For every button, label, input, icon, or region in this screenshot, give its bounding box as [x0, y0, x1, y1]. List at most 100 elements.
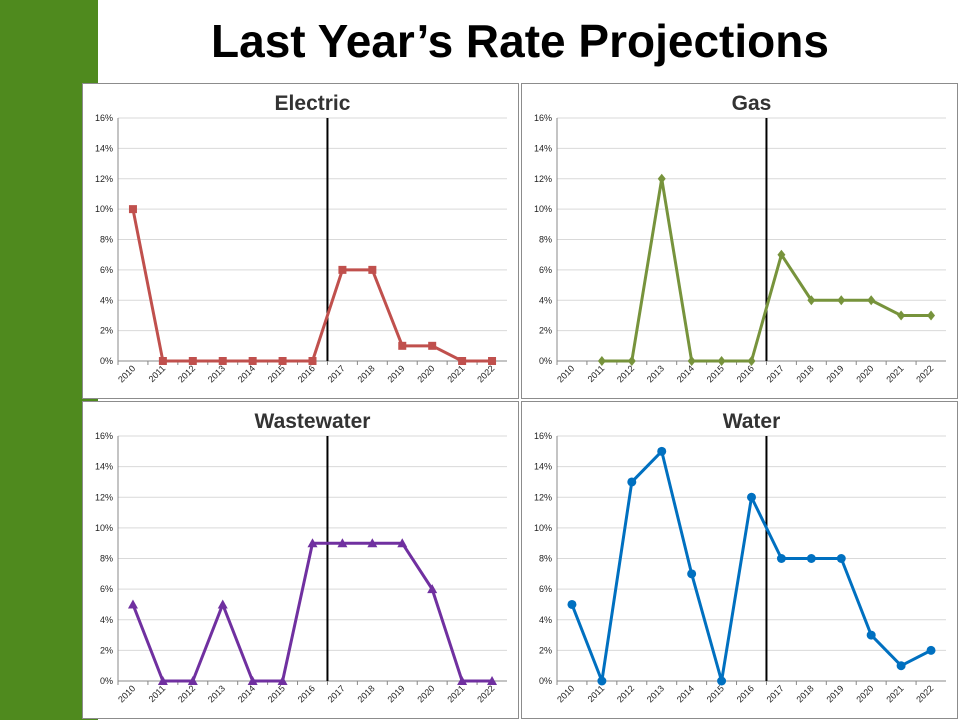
- wastewater-y-tick-label: 4%: [100, 615, 113, 625]
- gas-data-point-2012: [627, 356, 636, 366]
- water-y-tick-label: 14%: [534, 462, 552, 472]
- electric-y-tick-label: 4%: [100, 295, 113, 305]
- electric-data-point-2020: [428, 341, 437, 350]
- wastewater-y-tick-label: 2%: [100, 645, 113, 655]
- wastewater-x-tick-label: 2012: [176, 683, 197, 704]
- water-data-point-2016: [747, 492, 756, 502]
- water-x-tick-label: 2015: [705, 683, 726, 704]
- gas-x-tick-label: 2014: [675, 363, 696, 384]
- wastewater-data-point-2018: [367, 538, 378, 548]
- wastewater-y-tick-label: 6%: [100, 584, 113, 594]
- wastewater-x-tick-label: 2011: [147, 683, 168, 704]
- electric-data-point-2017: [338, 265, 347, 274]
- wastewater-data-point-2013: [217, 599, 228, 609]
- gas-y-tick-label: 6%: [539, 265, 552, 275]
- water-y-tick-label: 0%: [539, 676, 552, 686]
- gas-y-tick-label: 14%: [534, 143, 552, 153]
- electric-data-point-2022: [488, 357, 497, 365]
- gas-x-tick-label: 2010: [555, 363, 576, 384]
- gas-x-tick-label: 2020: [854, 363, 875, 384]
- electric-x-tick-label: 2021: [445, 363, 466, 384]
- water-data-point-2022: [926, 645, 936, 655]
- gas-data-point-2016: [747, 356, 756, 366]
- gas-data-point-2019: [837, 295, 846, 306]
- water-x-tick-label: 2010: [555, 683, 576, 704]
- water-y-tick-label: 12%: [534, 492, 552, 502]
- wastewater-y-tick-label: 14%: [95, 462, 113, 472]
- wastewater-x-tick-label: 2013: [206, 683, 227, 704]
- electric-x-tick-label: 2020: [415, 363, 436, 384]
- electric-y-tick-label: 0%: [100, 356, 113, 366]
- water-series-line: [570, 449, 932, 683]
- electric-x-tick-label: 2011: [147, 363, 168, 384]
- wastewater-x-tick-label: 2022: [475, 683, 496, 704]
- electric-series-line: [131, 208, 493, 363]
- gas-y-tick-label: 4%: [539, 295, 552, 305]
- electric-data-point-2010: [128, 205, 137, 214]
- wastewater-y-tick-label: 10%: [95, 523, 113, 533]
- water-x-tick-label: 2022: [914, 683, 935, 704]
- electric-y-tick-label: 8%: [100, 235, 113, 245]
- water-chart-svg: Water 0% 2% 4% 6% 8% 10% 12% 14% 16% 2010 2011 2012 2…: [534, 410, 946, 705]
- gas-data-point-2015: [717, 356, 726, 366]
- electric-data-point-2011: [158, 357, 167, 365]
- wastewater-data-point-2011: [157, 676, 168, 685]
- water-data-point-2010: [567, 599, 577, 609]
- electric-data-point-2021: [458, 357, 467, 365]
- gas-x-tick-label: 2011: [586, 363, 607, 384]
- electric-y-tick-label: 6%: [100, 265, 113, 275]
- wastewater-x-tick-label: 2021: [445, 683, 466, 704]
- water-x-tick-label: 2016: [735, 683, 756, 704]
- electric-data-point-2016: [308, 357, 317, 365]
- water-y-tick-label: 2%: [539, 645, 552, 655]
- wastewater-x-tick-label: 2018: [356, 683, 377, 704]
- gas-x-tick-label: 2018: [795, 363, 816, 384]
- water-x-tick-label: 2011: [586, 683, 607, 704]
- electric-x-tick-label: 2014: [236, 363, 257, 384]
- water-data-point-2011: [597, 676, 607, 686]
- water-data-point-2015: [717, 676, 727, 686]
- gas-x-tick-label: 2016: [735, 363, 756, 384]
- electric-x-tick-label: 2019: [385, 363, 406, 384]
- wastewater-data-point-2021: [457, 676, 468, 685]
- wastewater-data-point-2015: [277, 676, 288, 685]
- water-y-tick-label: 10%: [534, 523, 552, 533]
- water-x-tick-label: 2014: [675, 683, 696, 704]
- electric-x-tick-label: 2013: [206, 363, 227, 384]
- water-chart: Water 0% 2% 4% 6% 8% 10% 12% 14% 16% 2010 2011 2012 2…: [521, 401, 958, 719]
- wastewater-x-tick-label: 2017: [326, 683, 347, 704]
- electric-x-tick-label: 2018: [356, 363, 377, 384]
- wastewater-data-point-2010: [127, 599, 138, 609]
- gas-series-line: [601, 177, 932, 363]
- electric-data-point-2019: [398, 341, 407, 350]
- wastewater-x-tick-label: 2016: [296, 683, 317, 704]
- water-x-tick-label: 2021: [884, 683, 905, 704]
- gas-y-tick-label: 16%: [534, 113, 552, 123]
- electric-y-tick-label: 12%: [95, 174, 113, 184]
- water-x-tick-label: 2020: [854, 683, 875, 704]
- gas-y-tick-label: 10%: [534, 204, 552, 214]
- wastewater-y-tick-label: 12%: [95, 492, 113, 502]
- electric-data-point-2014: [248, 357, 257, 365]
- electric-data-point-2012: [188, 357, 197, 365]
- electric-chart: Electric 0% 2% 4% 6% 8% 10% 12% 14% 16% 2010 2011 20…: [82, 83, 519, 399]
- green-side-bar: [0, 0, 98, 720]
- wastewater-data-point-2017: [337, 538, 348, 548]
- water-x-tick-label: 2013: [645, 683, 666, 704]
- wastewater-chart: Wastewater 0% 2% 4% 6% 8% 10% 12% 14% 16% 2010 2011…: [82, 401, 519, 719]
- water-data-point-2020: [866, 630, 876, 640]
- wastewater-y-tick-label: 0%: [100, 676, 113, 686]
- gas-data-point-2020: [867, 295, 876, 306]
- water-y-tick-label: 8%: [539, 554, 552, 564]
- water-data-point-2013: [657, 446, 667, 456]
- water-data-point-2017: [776, 554, 786, 563]
- wastewater-data-point-2022: [487, 676, 498, 685]
- water-x-tick-label: 2017: [765, 683, 786, 704]
- gas-y-tick-label: 0%: [539, 356, 552, 366]
- electric-x-tick-label: 2022: [475, 363, 496, 384]
- wastewater-x-tick-label: 2010: [116, 683, 137, 704]
- gas-data-point-2013: [657, 173, 666, 184]
- electric-x-tick-label: 2012: [176, 363, 197, 384]
- gas-chart-svg: Gas 0% 2% 4% 6% 8% 10% 12% 14% 16% 2010 2011 2012 201…: [534, 92, 946, 385]
- gas-data-point-2017: [777, 249, 786, 260]
